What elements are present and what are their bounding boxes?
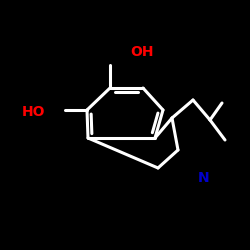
Text: OH: OH	[130, 45, 154, 59]
Text: N: N	[198, 171, 209, 185]
Text: HO: HO	[22, 105, 45, 119]
